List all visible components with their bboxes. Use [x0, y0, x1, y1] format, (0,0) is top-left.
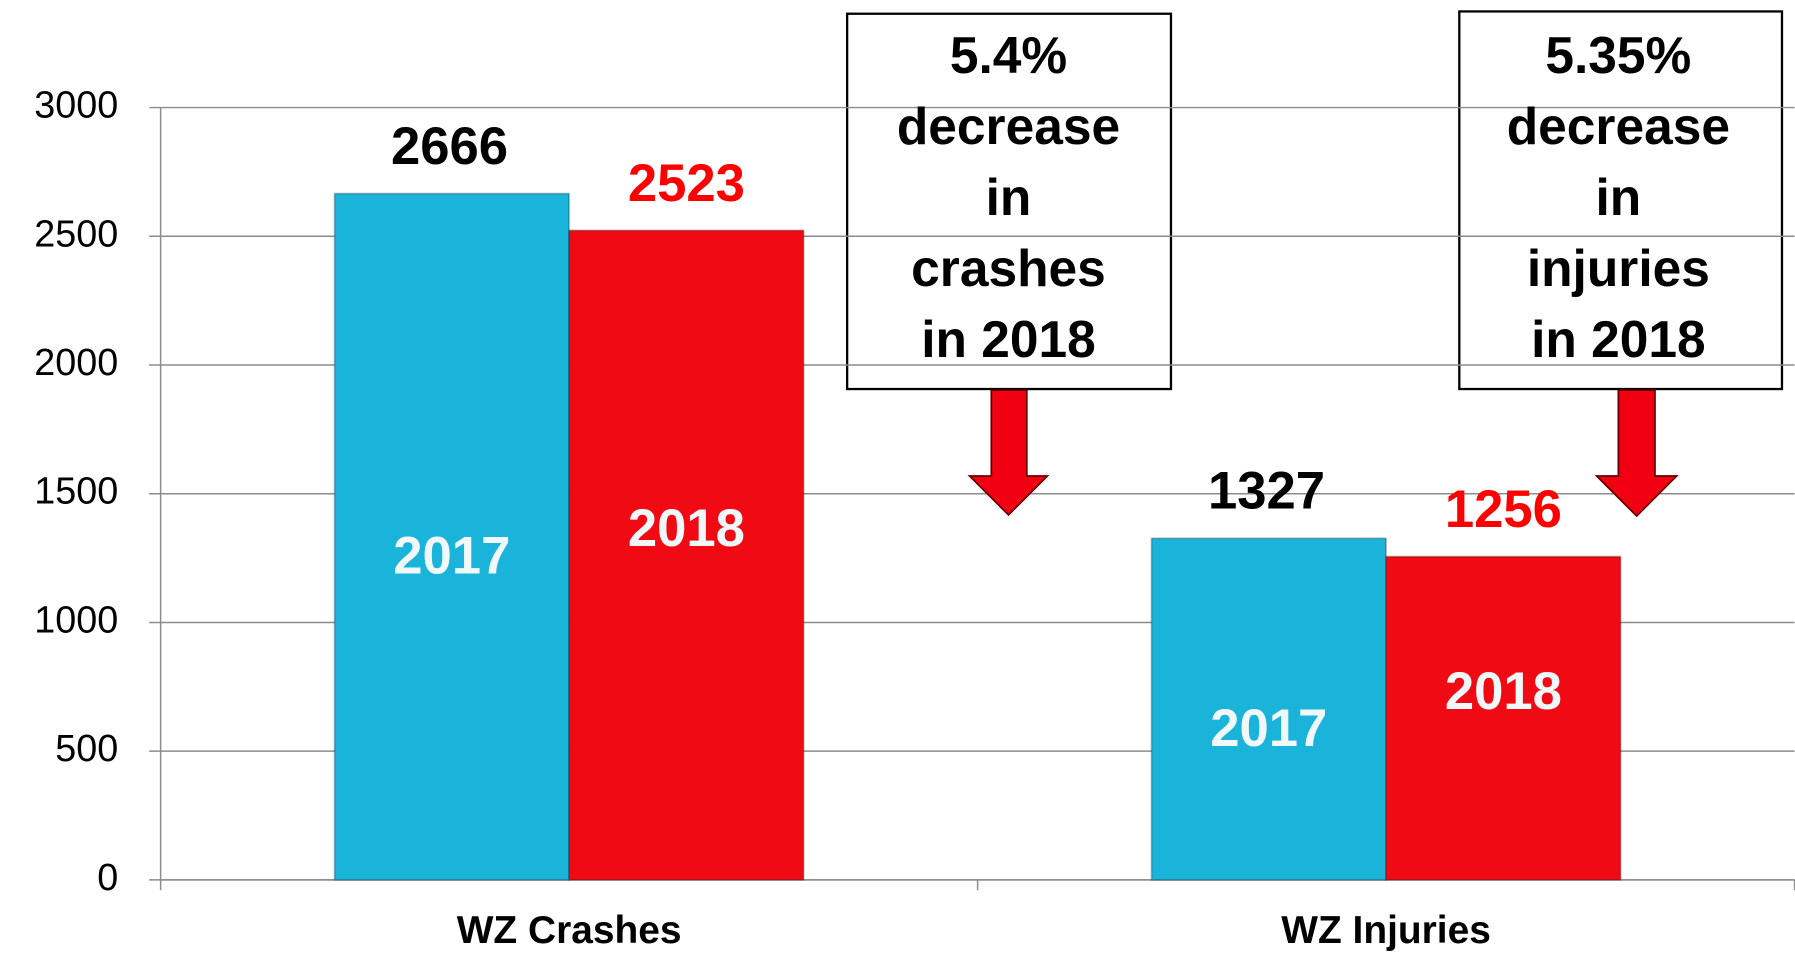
annotation-line: decrease: [897, 97, 1120, 155]
y-tick-label: 1000: [34, 598, 118, 640]
data-label: 1327: [1208, 462, 1325, 521]
x-tick-label: WZ Injuries: [1281, 909, 1491, 952]
annotation-line: 5.35%: [1545, 26, 1691, 84]
bar: [568, 229, 805, 881]
annotation-box: [1458, 10, 1784, 391]
bar: [1150, 537, 1387, 881]
y-tick-label: 3000: [34, 84, 118, 126]
annotation-line: in: [1595, 168, 1641, 226]
annotation-line: in 2018: [921, 310, 1096, 368]
series-label: 2018: [628, 499, 745, 558]
y-tick-label: 2500: [34, 212, 118, 254]
series-label: 2017: [393, 527, 510, 586]
annotation-box: [846, 12, 1173, 391]
y-tick-label: 500: [55, 727, 118, 769]
data-label: 2523: [628, 154, 745, 213]
annotation-line: in 2018: [1531, 310, 1706, 368]
arrow: [967, 389, 1050, 517]
annotation-line: decrease: [1507, 97, 1730, 155]
data-label: 1256: [1445, 480, 1562, 539]
y-tick-label: 0: [97, 856, 118, 898]
x-tick-label: WZ Crashes: [457, 909, 682, 952]
data-label: 2666: [391, 117, 508, 176]
annotation: 5.35% decrease in injuries in 2018: [1507, 26, 1730, 368]
annotation-line: crashes: [911, 239, 1106, 297]
bar: [1385, 555, 1622, 881]
bar: [333, 192, 570, 881]
y-tick-label: 1500: [34, 470, 118, 512]
annotation: 5.4% decrease in crashes in 2018: [897, 26, 1120, 368]
series-label: 2017: [1210, 699, 1327, 758]
y-tick-label: 2000: [34, 341, 118, 383]
annotation-line: in: [986, 168, 1032, 226]
series-label: 2018: [1445, 662, 1562, 721]
annotation-line: injuries: [1527, 239, 1710, 297]
arrow: [1594, 389, 1679, 518]
annotation-line: 5.4%: [950, 26, 1067, 84]
